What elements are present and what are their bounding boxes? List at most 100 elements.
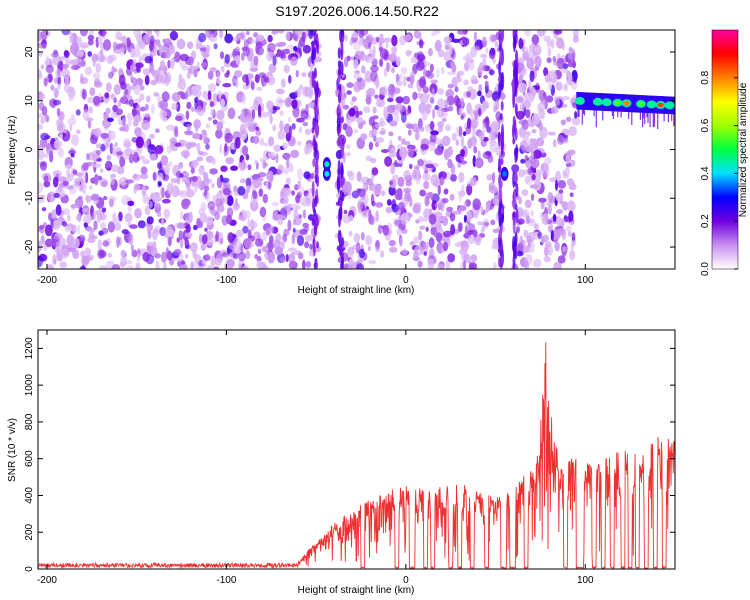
- carrier-band: [584, 92, 587, 110]
- spectrogram-cell: [186, 101, 192, 110]
- spectrogram-cell: [139, 106, 147, 112]
- spectrogram-cell: [556, 57, 565, 70]
- spectrogram-cell: [534, 55, 542, 68]
- carrier-band: [633, 94, 635, 113]
- spectrogram-cell: [254, 254, 259, 260]
- spectrogram-cell: [294, 30, 303, 36]
- spectrogram-cell: [41, 207, 47, 212]
- spectrogram-cell: [136, 252, 140, 262]
- colorbar-label: Normalized spectral amplitude: [738, 82, 749, 217]
- spectrogram-cell: [76, 129, 81, 135]
- spectrogram-streak: [512, 216, 516, 235]
- spectrogram-cell: [353, 73, 362, 80]
- spectrogram-cell: [447, 146, 453, 157]
- spectrogram-cell: [273, 144, 282, 152]
- spectrogram-cell: [124, 212, 133, 223]
- spectrogram-cell: [397, 201, 405, 212]
- spectrogram-streak: [313, 67, 317, 79]
- spectrogram-cell: [457, 30, 466, 35]
- spectrogram-cell: [469, 59, 475, 71]
- spectrogram-cell: [442, 241, 449, 252]
- spectrogram-cell: [169, 137, 177, 145]
- spectrogram-cell: [423, 251, 427, 256]
- spectrogram-cell: [282, 187, 292, 195]
- spectrogram-cell: [398, 159, 403, 164]
- spectrogram-cell: [176, 38, 186, 50]
- spectrogram-cell: [64, 226, 72, 232]
- spectrogram-cell: [470, 119, 477, 131]
- spectrogram-cell: [249, 67, 259, 72]
- spectrogram-cell: [528, 218, 535, 224]
- spectrogram-cell: [132, 77, 138, 87]
- spectrogram-cell: [169, 30, 179, 41]
- spectrogram-cell: [543, 67, 549, 77]
- spectrogram-cell: [558, 189, 564, 194]
- spectrogram-cell: [73, 237, 80, 249]
- spectrogram-cell: [305, 143, 312, 149]
- carrier-band: [587, 92, 589, 111]
- spectrogram-cell: [66, 169, 71, 177]
- spectrogram-cell: [309, 243, 313, 250]
- spectrogram-cell: [52, 53, 61, 66]
- spectrogram-cell: [552, 228, 561, 240]
- spectrogram-cell: [567, 200, 576, 212]
- spectrogram-cell: [492, 228, 500, 234]
- spectrogram-streak: [337, 103, 341, 113]
- spectrogram-cell: [135, 62, 144, 69]
- spectrogram-cell: [412, 204, 421, 214]
- spectrogram-cell: [351, 32, 359, 39]
- spectrogram-cell: [401, 138, 406, 145]
- carrier-tail: [639, 112, 641, 120]
- spectrogram-cell: [302, 44, 312, 54]
- spectrogram-cell: [189, 242, 198, 253]
- spectrogram-cell: [62, 63, 69, 69]
- spectrogram-cell: [201, 234, 208, 245]
- spectrogram-cell: [429, 142, 436, 152]
- spectrogram-cell: [283, 228, 290, 236]
- spectrogram-cell: [119, 156, 126, 168]
- carrier-tail: [602, 110, 604, 121]
- spectrogram-cell: [372, 184, 382, 196]
- spectrogram-cell: [304, 234, 313, 242]
- spectrogram-cell: [296, 88, 302, 98]
- spectrogram-cell: [434, 211, 443, 218]
- spectrogram-cell: [371, 200, 376, 207]
- spectrogram-cell: [233, 185, 238, 193]
- spectrogram-cell: [97, 34, 103, 46]
- snr-y-tick-label: 800: [24, 413, 35, 430]
- spectrogram-streak: [340, 260, 344, 269]
- spectrogram-cell: [162, 46, 169, 53]
- spectrogram-cell: [287, 219, 292, 231]
- spectrogram-cell: [573, 78, 577, 84]
- spectrogram-cell: [375, 240, 380, 250]
- spectrogram-x-axis-label: Height of straight line (km): [298, 285, 415, 296]
- spectrogram-cell: [116, 151, 124, 156]
- spectrogram-cell: [161, 251, 167, 263]
- spectrogram-cell: [447, 158, 453, 169]
- spectrogram-cell: [163, 163, 171, 176]
- spectrogram-streak: [311, 180, 315, 198]
- spectrogram-cell: [546, 57, 552, 64]
- spectrogram-cell: [567, 149, 576, 156]
- spectrogram-cell: [481, 220, 486, 231]
- carrier-tail: [667, 114, 669, 123]
- spectrogram-cell: [403, 34, 412, 42]
- spectrogram-cell: [223, 194, 228, 205]
- spectrogram-streak: [314, 174, 318, 184]
- spectrogram-cell: [450, 174, 457, 182]
- spectrogram-cell: [537, 231, 542, 240]
- spectrogram-cell: [536, 137, 545, 147]
- spectrogram-cell: [556, 209, 563, 215]
- spectrogram-cell: [149, 201, 153, 209]
- spectrogram-cell: [454, 86, 459, 93]
- spectrogram-cell: [154, 145, 164, 155]
- spectrogram-cell: [43, 77, 48, 87]
- spectrogram-cell: [352, 244, 361, 251]
- spectrogram-cell: [541, 166, 550, 178]
- spectrogram-cell: [519, 235, 524, 246]
- spectrogram-cell: [107, 117, 114, 123]
- spectrogram-cell: [229, 53, 233, 58]
- spectrogram-cell: [531, 113, 541, 125]
- spectrogram-cell: [427, 258, 435, 269]
- spectrogram-cell: [419, 76, 427, 89]
